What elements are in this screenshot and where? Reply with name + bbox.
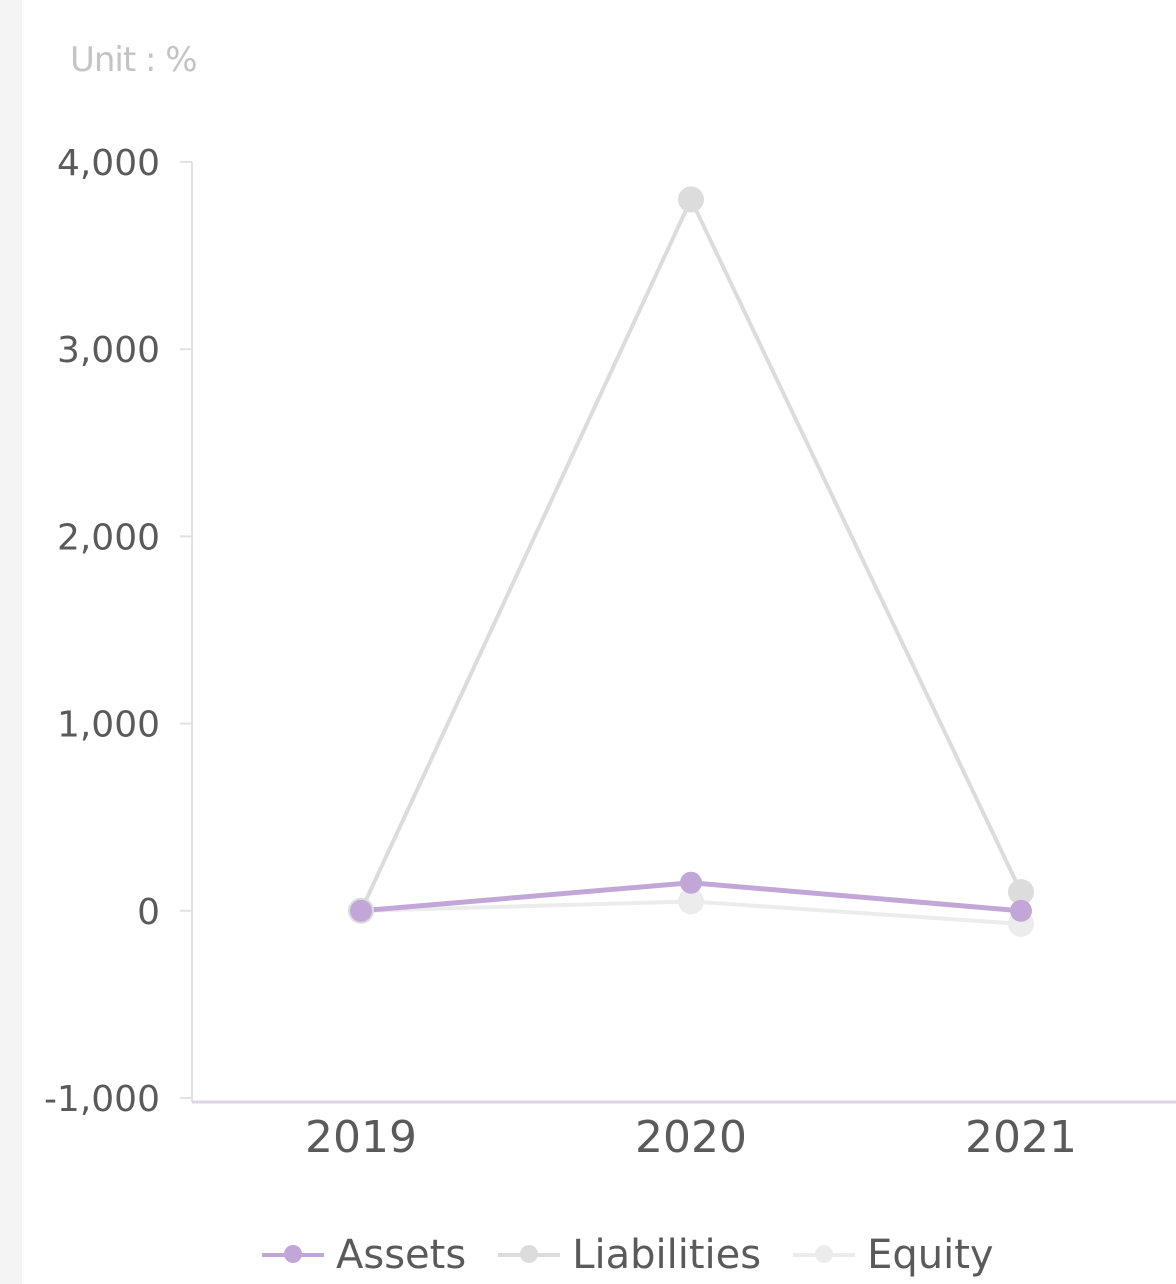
data-point-liabilities xyxy=(678,186,704,213)
y-tick-label: 3,000 xyxy=(57,330,160,371)
series-line-liabilities xyxy=(359,197,1023,912)
y-axis-ticks: 4,000 3,000 2,000 1,000 0 -1,000 xyxy=(44,143,192,1120)
y-tick-label: 2,000 xyxy=(57,517,160,558)
series-points xyxy=(348,186,1034,937)
y-tick-label: -1,000 xyxy=(44,1079,160,1120)
legend-item-liabilities[interactable]: Liabilities xyxy=(498,1232,761,1278)
legend: Assets Liabilities Equity xyxy=(262,1232,994,1278)
x-tick-label: 2020 xyxy=(635,1112,747,1163)
data-point-assets xyxy=(1010,899,1032,922)
legend-swatch xyxy=(262,1245,324,1265)
y-tick-label: 0 xyxy=(137,892,160,933)
x-tick-label: 2019 xyxy=(305,1112,417,1163)
legend-label: Equity xyxy=(867,1232,994,1278)
left-edge-strip xyxy=(0,0,22,1284)
legend-swatch xyxy=(793,1245,856,1265)
x-axis-ticks: 2019 2020 2021 xyxy=(305,1112,1077,1163)
x-tick-label: 2021 xyxy=(965,1112,1077,1163)
series-lines xyxy=(359,197,1023,926)
y-tick-label: 1,000 xyxy=(57,705,160,746)
data-point-assets xyxy=(350,899,372,922)
legend-label: Assets xyxy=(336,1232,467,1278)
unit-label: Unit : % xyxy=(70,40,198,80)
line-chart: 4,000 3,000 2,000 1,000 0 -1,000 2019 2020 2021 xyxy=(44,143,1176,1163)
legend-item-assets[interactable]: Assets xyxy=(262,1232,466,1278)
y-tick-label: 4,000 xyxy=(57,143,160,184)
data-point-assets xyxy=(680,871,702,894)
legend-item-equity[interactable]: Equity xyxy=(793,1232,994,1278)
data-point-liabilities xyxy=(1008,879,1034,906)
legend-swatch xyxy=(498,1245,561,1265)
axes xyxy=(191,162,1176,1104)
legend-label: Liabilities xyxy=(572,1232,762,1278)
data-point-equity xyxy=(678,888,704,915)
